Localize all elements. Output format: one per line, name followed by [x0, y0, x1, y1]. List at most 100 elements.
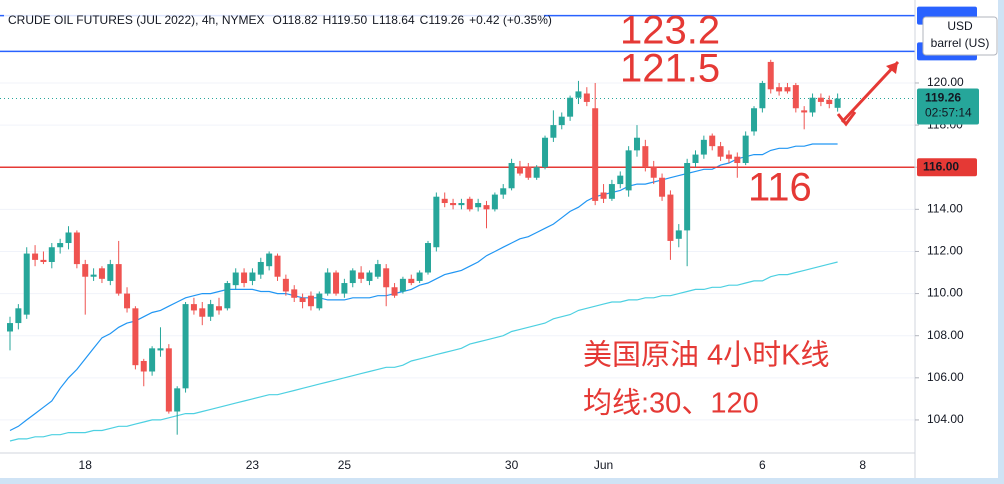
candle-body: [508, 163, 515, 189]
change-label: +0.42 (+0.35%): [469, 13, 552, 27]
candle-body: [424, 243, 431, 273]
ohlc-label: L: [372, 13, 379, 27]
candle-body: [583, 93, 590, 102]
x-tick-label: 30: [505, 458, 519, 472]
candle-body: [625, 150, 632, 191]
candle-body: [525, 167, 532, 178]
y-tick-label: 114.00: [927, 202, 963, 216]
candle-body: [684, 163, 691, 231]
ohlc-value: 119.26: [428, 13, 464, 27]
candle-body: [550, 125, 557, 138]
candle-body: [57, 243, 64, 248]
candle-body: [650, 167, 657, 178]
candle-body: [207, 304, 214, 317]
candle-body: [299, 297, 306, 302]
ohlc-label: C: [420, 13, 429, 27]
candle-body: [82, 264, 89, 277]
candle-body: [7, 323, 13, 332]
candle-body: [608, 184, 615, 199]
candle-body: [416, 272, 423, 281]
frame-bottom: [0, 478, 1004, 484]
candle-body: [700, 139, 707, 155]
candle-body: [717, 146, 724, 157]
unit-label: barrel (US): [931, 36, 990, 50]
candle-body: [182, 304, 189, 389]
candle-body: [751, 108, 758, 132]
candle-body: [157, 348, 164, 351]
candle-body: [174, 388, 181, 412]
arrow-small: [836, 111, 857, 127]
candle-body: [190, 304, 197, 311]
candle-body: [809, 97, 816, 113]
candle-body: [516, 167, 523, 174]
frame-right: [998, 0, 1004, 484]
candle-body: [366, 272, 373, 281]
candle-body: [149, 348, 156, 372]
currency-label: USD: [947, 19, 973, 33]
candle-body: [274, 255, 281, 277]
candle-body: [65, 232, 72, 244]
level-annotation: 123.2: [620, 9, 720, 53]
candle-body: [349, 270, 356, 284]
last-price-label: 119.26: [925, 91, 961, 105]
candle-body: [642, 146, 649, 168]
candle-body: [784, 87, 791, 92]
candle-body: [232, 272, 239, 286]
candle-body: [483, 205, 490, 210]
candle-body: [709, 135, 716, 147]
candle-body: [567, 97, 574, 117]
candle-body: [592, 108, 599, 201]
candle-body: [215, 306, 222, 311]
candle-body: [558, 116, 565, 126]
candle-body: [224, 283, 231, 309]
candle-body: [408, 278, 415, 284]
candle-body: [124, 293, 131, 309]
candle-body: [98, 268, 105, 279]
candle-body: [257, 261, 264, 275]
moving-average-line: [9, 143, 838, 432]
moving-average-line: [9, 261, 838, 442]
candle-body: [826, 99, 833, 105]
level-tag-label: 116.00: [923, 159, 959, 173]
candle-body: [333, 272, 340, 294]
candle-body: [199, 308, 206, 317]
candle-body: [659, 177, 666, 197]
candle-body: [383, 268, 390, 288]
arrow: [840, 60, 900, 124]
candle-body: [542, 137, 549, 168]
candle-body: [759, 82, 766, 109]
candle-body: [466, 198, 473, 210]
chart-title: CRUDE OIL FUTURES (JUL 2022), 4h, NYMEX: [8, 13, 265, 27]
candle-body: [15, 308, 22, 324]
candle-body: [767, 61, 774, 90]
candle-body: [399, 278, 406, 292]
candle-body: [341, 283, 348, 294]
candle-body: [475, 203, 482, 208]
candle-body: [358, 272, 365, 279]
y-tick-label: 120.00: [927, 75, 964, 89]
candle-body: [675, 230, 682, 239]
x-tick-label: 8: [859, 458, 866, 472]
candle-body: [667, 194, 674, 241]
level-annotation: 116: [748, 166, 812, 210]
countdown-label: 02:57:14: [925, 106, 972, 120]
candle-body: [725, 154, 732, 159]
arrow-head: [886, 62, 898, 74]
candle-body: [374, 264, 381, 277]
ohlc-value: 118.64: [379, 13, 415, 27]
candle-body: [692, 154, 699, 164]
level-annotation: 121.5: [620, 47, 720, 91]
ohlc-label: O: [273, 13, 282, 27]
candle-body: [165, 348, 172, 412]
candle-body: [316, 293, 323, 309]
candle-body: [433, 196, 440, 248]
candle-body: [23, 253, 30, 315]
candle-body: [734, 156, 741, 164]
ohlc-value: 119.50: [331, 13, 367, 27]
candle-body: [776, 87, 783, 92]
candle-body: [633, 137, 640, 151]
candle-body: [73, 232, 80, 265]
candle-body: [48, 247, 55, 262]
candle-body: [132, 308, 139, 366]
